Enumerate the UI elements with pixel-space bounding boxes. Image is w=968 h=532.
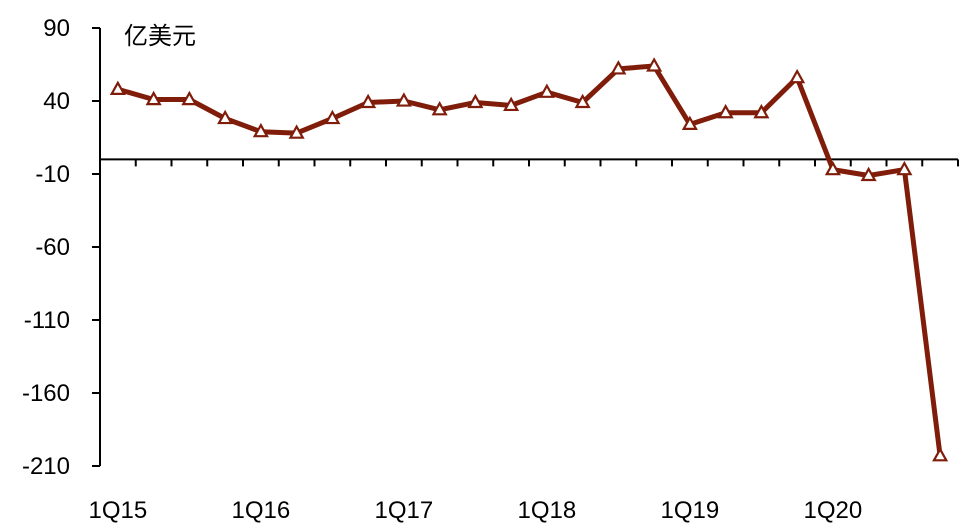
data-point-marker [252,122,269,138]
data-point-marker [217,109,234,125]
y-tick-label: -60 [35,234,70,261]
data-point-marker [824,160,841,176]
unit-label: 亿美元 [124,22,196,50]
y-tick-label: 40 [43,88,70,115]
x-tick-label: 1Q17 [375,497,434,524]
data-point-marker [610,60,627,75]
data-point-marker [503,96,520,112]
series-group [109,57,949,462]
x-tick-label: 1Q16 [232,497,291,524]
data-point-marker [860,166,877,182]
data-point-marker [789,68,806,84]
x-tick-label: 1Q19 [661,497,720,524]
y-tick-label: -110 [24,307,70,334]
data-point-marker [681,115,698,131]
data-point-marker [717,103,734,119]
data-point-marker [753,103,770,119]
y-tick-label: -210 [22,453,70,480]
data-point-marker [431,101,448,116]
data-point-marker [646,57,663,72]
data-point-marker [574,93,591,109]
x-tick-labels: 1Q15 1Q16 1Q17 1Q18 1Q19 1Q20 [89,497,863,524]
x-tick-label: 1Q18 [518,497,577,524]
data-point-marker [109,80,126,95]
data-point-marker [324,109,341,125]
data-point-marker [538,83,555,98]
x-tick-label: 1Q20 [804,497,863,524]
data-point-marker [360,93,377,109]
data-point-marker [896,160,913,176]
y-tick-label: -10 [35,161,70,188]
data-point-marker [467,93,484,109]
y-tick-label: 90 [43,15,70,42]
data-point-marker [288,124,305,139]
data-point-marker [932,447,949,462]
data-point-marker [395,92,412,107]
data-point-marker [145,90,162,106]
x-axis [99,158,959,167]
x-tick-label: 1Q15 [89,497,148,524]
y-axis [92,27,101,467]
y-tick-label: -160 [22,380,70,407]
data-point-marker [181,90,198,106]
y-tick-labels: 90 40 -10 -60 -110 -160 -210 [22,15,70,480]
series-line [115,63,943,459]
